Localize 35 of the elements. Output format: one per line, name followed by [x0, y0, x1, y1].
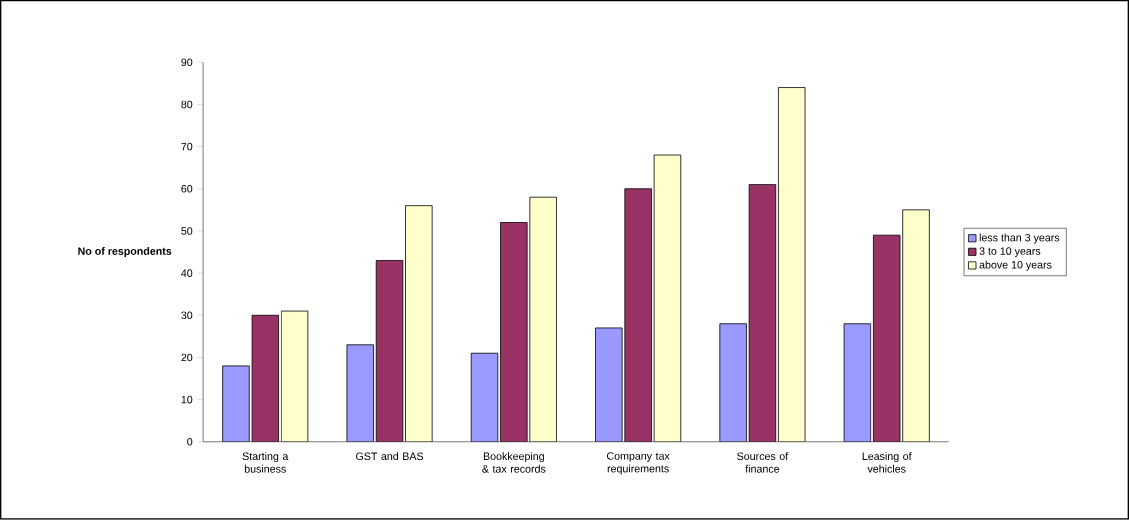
y-tick-label: 70	[181, 142, 193, 151]
y-tick-label: 90	[181, 58, 193, 67]
legend-label: above 10 years	[979, 260, 1052, 271]
y-tick-label: 60	[181, 185, 193, 193]
y-tick-label: 10	[181, 396, 193, 404]
y-tick-label: 30	[181, 311, 193, 320]
y-tick-label: 0	[187, 438, 193, 446]
y-tick-label: 50	[181, 227, 193, 235]
bar	[843, 323, 872, 442]
x-tick-label: Company tax requirements	[607, 452, 670, 475]
bar	[280, 310, 309, 442]
bar	[251, 315, 279, 442]
x-tick-label: Bookkeeping & tax records	[482, 452, 546, 473]
bar	[595, 327, 623, 442]
x-tick-label: GST and BAS	[356, 452, 424, 461]
bar	[346, 344, 374, 442]
legend-label: 3 to 10 years	[979, 247, 1041, 258]
bar	[719, 323, 747, 442]
bar	[902, 209, 930, 442]
bar	[500, 222, 528, 442]
x-tick-label: Sources of finance	[737, 452, 789, 473]
bar	[873, 234, 901, 442]
bar	[624, 188, 652, 442]
y-axis-title: No of respondents	[78, 247, 172, 258]
bar	[748, 184, 777, 442]
y-tick-label: 80	[181, 100, 193, 109]
y-tick-label: 40	[181, 269, 193, 278]
legend-label: less than 3 years	[979, 233, 1060, 244]
bar	[222, 365, 250, 442]
bar	[470, 352, 499, 442]
y-tick-label: 20	[181, 353, 193, 362]
bar	[778, 87, 806, 442]
bar	[375, 260, 404, 442]
x-tick-label: Leasing of vehicles	[862, 452, 912, 473]
x-tick-label: Starting a business	[242, 452, 289, 473]
